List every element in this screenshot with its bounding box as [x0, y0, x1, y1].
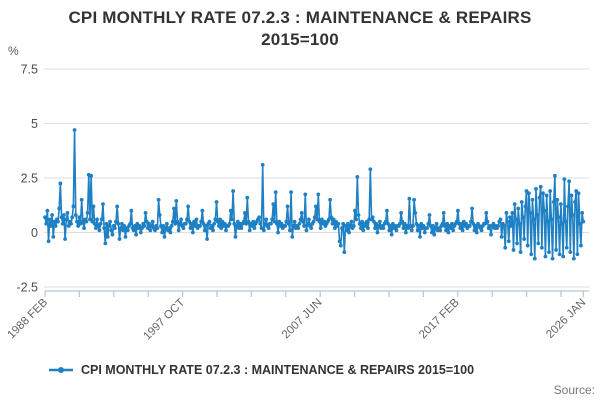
legend: CPI MONTHLY RATE 07.2.3 : MAINTENANCE & … [0, 363, 561, 377]
svg-text:1988 FEB: 1988 FEB [5, 296, 50, 341]
chart-title-line2: 2015=100 [261, 30, 339, 49]
svg-text:5: 5 [31, 117, 38, 131]
svg-text:2026 JAN: 2026 JAN [544, 297, 588, 341]
svg-text:1997 OCT: 1997 OCT [141, 297, 187, 343]
svg-text:2007 JUN: 2007 JUN [280, 297, 325, 342]
legend-line-marker-icon [48, 367, 73, 373]
chart-title: CPI MONTHLY RATE 07.2.3 : MAINTENANCE & … [0, 7, 600, 51]
chart-title-line1: CPI MONTHLY RATE 07.2.3 : MAINTENANCE & … [68, 8, 532, 27]
legend-series-label: CPI MONTHLY RATE 07.2.3 : MAINTENANCE & … [80, 363, 475, 377]
source-label: Source: [553, 383, 595, 397]
svg-text:0: 0 [31, 226, 38, 240]
svg-text:2.5: 2.5 [21, 172, 38, 186]
svg-text:-2.5: -2.5 [16, 281, 38, 295]
y-axis-unit-label: % [8, 44, 19, 58]
svg-text:2017 FEB: 2017 FEB [417, 296, 462, 341]
svg-text:7.5: 7.5 [21, 63, 38, 77]
